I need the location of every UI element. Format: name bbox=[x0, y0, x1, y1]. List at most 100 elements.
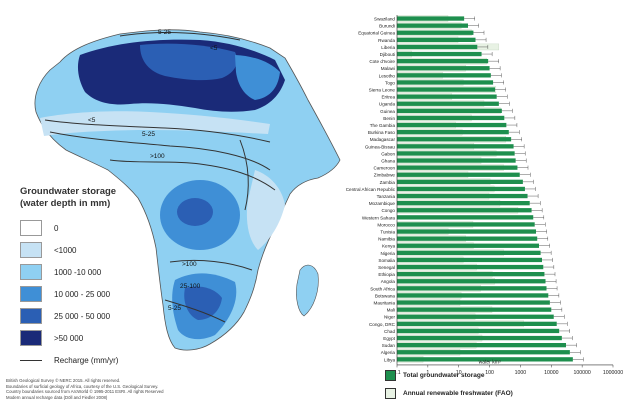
bar-groundwater-storage bbox=[397, 286, 547, 291]
legend-label-groundwater: Total groundwater storage bbox=[403, 371, 485, 379]
category-label: Kenya bbox=[382, 244, 395, 249]
category-label: Madagascar bbox=[370, 137, 396, 142]
category-label: Lesotho bbox=[379, 73, 396, 78]
category-label: Mali bbox=[387, 308, 395, 313]
legend-row: <1000 bbox=[20, 240, 76, 260]
category-label: Mauritania bbox=[374, 301, 396, 306]
category-label: Zimbabwe bbox=[374, 173, 396, 178]
bar-groundwater-storage bbox=[397, 158, 516, 163]
chart-legend-row: Annual renewable freshwater (FAO) bbox=[385, 386, 513, 400]
category-label: Niger bbox=[384, 315, 395, 320]
category-label: Angola bbox=[381, 279, 396, 284]
credit-line: Modern annual recharge data (Döll and Fi… bbox=[6, 394, 108, 400]
congo-basin-core bbox=[177, 198, 213, 226]
recharge-contour-rift bbox=[239, 139, 249, 211]
x-tick-label: 10 bbox=[456, 370, 462, 376]
contour-label: 5-25 bbox=[142, 131, 155, 138]
bars-layer bbox=[396, 15, 584, 363]
recharge-contour-north bbox=[119, 32, 241, 41]
legend-label-freshwater: Annual renewable freshwater (FAO) bbox=[403, 389, 513, 397]
category-label: Western Sahara bbox=[362, 215, 396, 220]
kalahari-region bbox=[184, 286, 222, 320]
bar-groundwater-storage bbox=[397, 201, 530, 206]
sahel-band-region bbox=[40, 111, 270, 136]
legend-label: Recharge (mm/yr) bbox=[54, 355, 119, 365]
bar-groundwater-storage bbox=[397, 37, 476, 42]
category-label: Cote d'Ivoire bbox=[369, 59, 395, 64]
legend-title-line: (water depth in mm) bbox=[20, 198, 111, 209]
legend-row: 0 bbox=[20, 218, 58, 238]
groundwater-bar-chart-panel: Swaziland Burundi Equatorial Guinea Rwanda L… bbox=[345, 0, 624, 415]
recharge-contour-sahara bbox=[44, 119, 271, 143]
bar-groundwater-storage bbox=[397, 144, 514, 149]
x-tick-label: 10000 bbox=[544, 370, 559, 376]
bar-groundwater-storage bbox=[397, 172, 520, 177]
legend-label: <1000 bbox=[54, 245, 77, 255]
category-label: Uganda bbox=[379, 102, 396, 107]
bar-groundwater-storage bbox=[397, 193, 528, 199]
category-label: Eritrea bbox=[381, 95, 395, 100]
bar-groundwater-storage bbox=[397, 59, 489, 64]
x-axis: 0.1 1 10 100 1000 10000 100000 1000000 water km³ bbox=[393, 15, 623, 376]
category-label: Gabon bbox=[381, 151, 395, 156]
bar-groundwater-storage bbox=[397, 186, 525, 192]
category-label: Benin bbox=[383, 116, 395, 121]
category-label: Djibouti bbox=[380, 52, 395, 57]
bar-groundwater-storage bbox=[397, 321, 557, 326]
bar-groundwater-storage bbox=[397, 314, 554, 319]
category-label: Morocco bbox=[377, 222, 395, 227]
x-tick-label: 100000 bbox=[573, 370, 590, 376]
legend-label: 10 000 - 25 000 bbox=[54, 289, 111, 299]
category-label: Algeria bbox=[381, 350, 396, 355]
recharge-contour-guinea bbox=[109, 159, 276, 191]
sahara-mid-storage-region bbox=[140, 43, 238, 81]
bar-groundwater-storage bbox=[397, 222, 535, 227]
credit-line: Boundaries of surficial geology of Afric… bbox=[6, 383, 159, 389]
bar-groundwater-storage bbox=[397, 130, 509, 135]
bar-groundwater-storage bbox=[397, 357, 573, 362]
legend-row: >50 000 bbox=[20, 328, 83, 348]
legend-swatch bbox=[20, 330, 42, 346]
category-label: Liberia bbox=[381, 45, 395, 50]
bar-groundwater-storage bbox=[397, 30, 474, 35]
legend-swatch-groundwater bbox=[385, 369, 396, 381]
groundwater-map-panel: 5-25 <5 <5 5-25 >100 >100 25-100 5-25 Gr… bbox=[6, 29, 341, 400]
bar-groundwater-storage bbox=[397, 151, 515, 156]
bar-groundwater-storage bbox=[397, 350, 570, 355]
bar-groundwater-storage bbox=[397, 101, 499, 106]
category-label: Cameroon bbox=[374, 166, 396, 171]
contour-label: >100 bbox=[182, 261, 197, 268]
legend-swatch bbox=[20, 264, 42, 280]
bar-groundwater-storage bbox=[397, 16, 465, 21]
bar-groundwater-storage bbox=[397, 66, 490, 71]
bar-groundwater-storage bbox=[397, 307, 552, 312]
category-label: Togo bbox=[385, 80, 395, 85]
groundwater-bar-chart: Swaziland Burundi Equatorial Guinea Rwanda L… bbox=[346, 15, 623, 376]
bar-groundwater-storage bbox=[397, 229, 537, 234]
category-label: Egypt bbox=[383, 336, 395, 341]
bar-groundwater-storage bbox=[397, 94, 497, 99]
category-label: Central African Republic bbox=[346, 187, 396, 192]
category-label: Sudan bbox=[382, 343, 396, 348]
legend-label: 1000 -10 000 bbox=[54, 267, 102, 277]
legend-label: 0 bbox=[54, 223, 59, 233]
recharge-line-swatch bbox=[20, 359, 42, 361]
recharge-contours bbox=[44, 32, 276, 323]
contour-label: <5 bbox=[210, 45, 218, 52]
bar-groundwater-storage bbox=[397, 80, 494, 85]
legend-row-recharge: Recharge (mm/yr) bbox=[20, 350, 118, 370]
category-label: Rwanda bbox=[378, 38, 395, 43]
category-label: Namibia bbox=[378, 237, 395, 242]
x-tick-label: 1000000 bbox=[603, 370, 623, 376]
legend-label: 25 000 - 50 000 bbox=[54, 311, 111, 321]
category-label: Nigeria bbox=[380, 251, 395, 256]
bar-groundwater-storage bbox=[397, 272, 545, 277]
category-label: Tanzania bbox=[377, 194, 396, 199]
credit-line: British Geological Survey © NERC 2015. A… bbox=[6, 378, 121, 383]
legend-swatch bbox=[20, 220, 42, 236]
bar-groundwater-storage bbox=[397, 115, 505, 121]
bar-groundwater-storage bbox=[397, 87, 496, 92]
legend-row: 10 000 - 25 000 bbox=[20, 284, 110, 304]
category-label: The Gambia bbox=[370, 123, 396, 128]
category-label: Equatorial Guinea bbox=[358, 31, 395, 36]
